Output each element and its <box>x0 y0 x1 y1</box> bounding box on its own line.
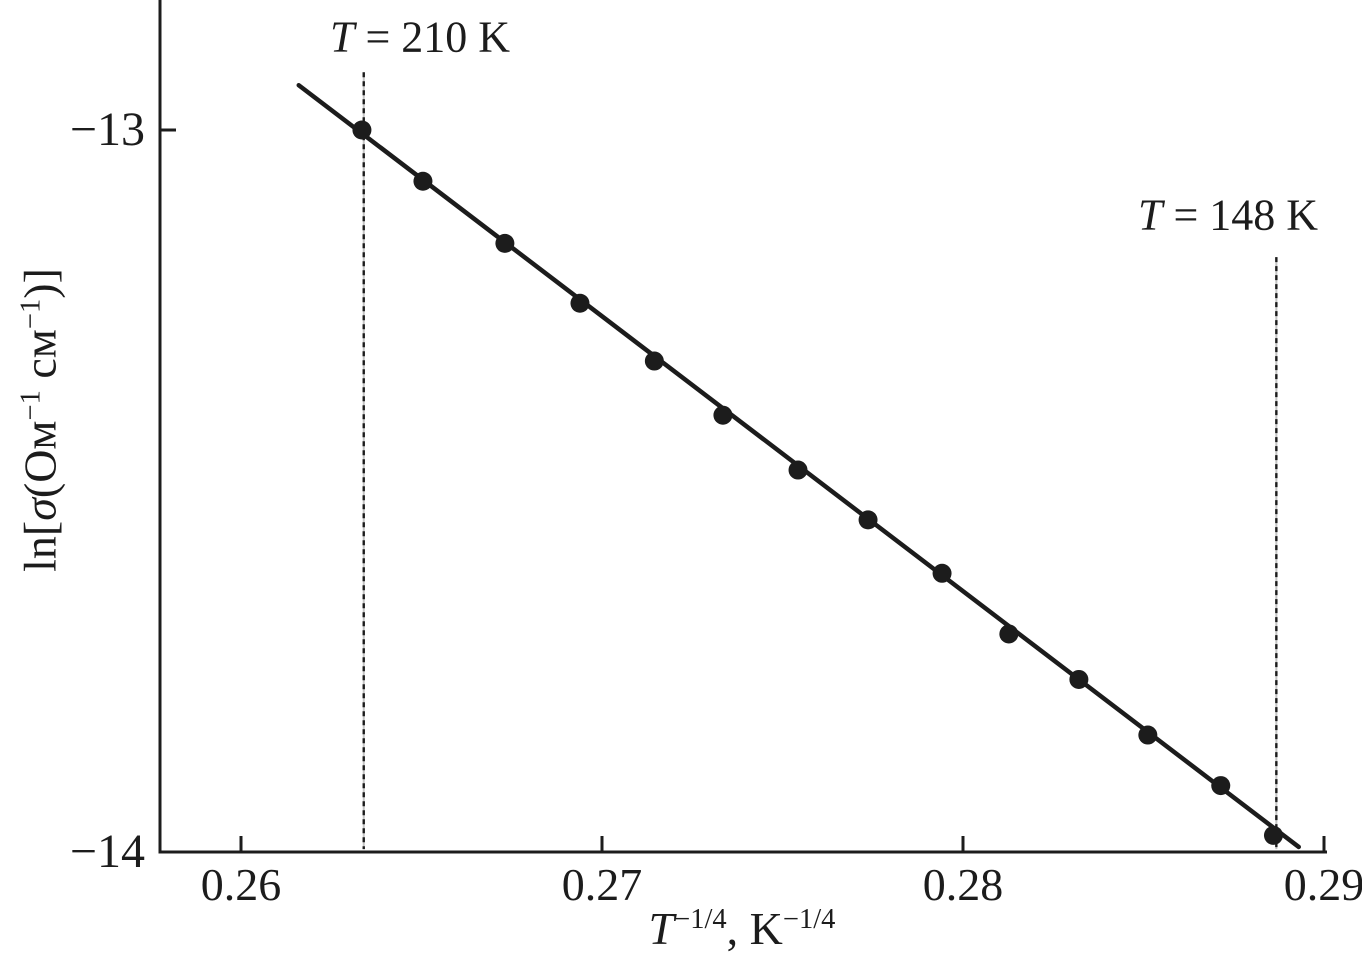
label-text: , K <box>726 903 783 954</box>
label-text: = 148 K <box>1162 190 1319 240</box>
data-point <box>788 460 808 480</box>
label-text: T <box>1137 190 1163 240</box>
annotation-label: T = 148 K <box>1138 190 1318 241</box>
data-point <box>352 120 372 140</box>
superscript-text: −1/4 <box>674 904 727 936</box>
superscript-text: −1 <box>15 298 47 330</box>
data-point <box>713 405 733 425</box>
data-point <box>1138 725 1158 745</box>
label-text: см <box>14 329 66 391</box>
superscript-text: −1 <box>15 390 47 421</box>
label-text: T <box>648 903 675 954</box>
label-text: T <box>329 12 355 62</box>
x-tick-label: 0.26 <box>200 859 282 910</box>
data-point <box>1263 825 1283 845</box>
data-point <box>644 351 664 371</box>
data-point <box>1069 669 1089 689</box>
data-point <box>570 293 590 313</box>
y-tick-label: −13 <box>69 103 145 156</box>
data-point <box>932 563 952 583</box>
data-point <box>413 171 433 191</box>
label-text: ln[ <box>14 520 66 572</box>
data-point <box>999 624 1019 644</box>
label-text: = 210 K <box>354 12 511 62</box>
y-axis-title: ln[σ(Ом−1 см−1)] <box>14 268 67 572</box>
label-text: )] <box>14 268 66 299</box>
annotation-label: T = 210 K <box>330 12 510 63</box>
x-tick-label: 0.27 <box>561 859 643 910</box>
y-tick-label: −14 <box>69 825 145 878</box>
x-axis-title: T−1/4, K−1/4 <box>649 902 836 955</box>
data-point <box>858 510 878 530</box>
superscript-text: −1/4 <box>782 904 836 936</box>
label-text: σ <box>14 498 66 521</box>
data-point <box>1211 776 1231 796</box>
label-text: (Ом <box>14 420 66 499</box>
x-tick-label: 0.28 <box>922 859 1004 910</box>
data-point <box>495 233 515 253</box>
x-tick-label: 0.29 <box>1283 859 1362 910</box>
